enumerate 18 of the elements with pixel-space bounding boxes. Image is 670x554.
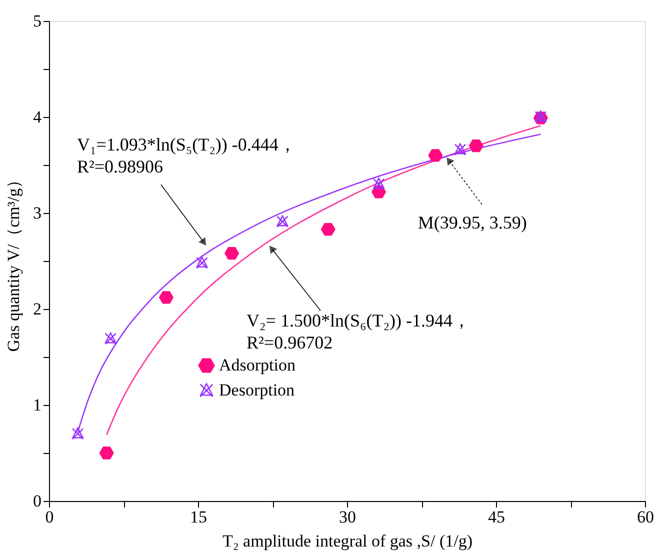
y-tick-label: 5	[33, 12, 42, 30]
x-tick-label: 15	[190, 508, 207, 526]
x-tick-label: 0	[45, 508, 54, 526]
annotation: V₁=1.093*ln(S₅(T₂)) -0.444， R²=0.98906	[76, 134, 296, 177]
x-tick-label: 45	[488, 508, 505, 526]
x-tick-label: 30	[339, 508, 356, 526]
legend-label: Adsorption	[219, 356, 296, 374]
y-tick-label: 3	[33, 204, 42, 222]
legend-label: Desorption	[219, 380, 296, 400]
y-tick-label: 4	[33, 108, 42, 126]
y-tick-label: 2	[33, 300, 42, 318]
y-tick-label: 0	[33, 492, 42, 510]
x-tick-label: 60	[637, 508, 654, 526]
y-axis-title: Gas quantity V/（cm³/g）	[4, 171, 23, 352]
y-tick-label: 1	[33, 396, 42, 414]
annotation: M(39.95, 3.59)	[418, 212, 527, 232]
annotation: V₂= 1.500*ln(S₆(T₂)) -1.944， R²=0.96702	[246, 310, 470, 353]
x-axis-title: T₂ amplitude integral of gas ,S/ (1/g)	[222, 532, 473, 550]
